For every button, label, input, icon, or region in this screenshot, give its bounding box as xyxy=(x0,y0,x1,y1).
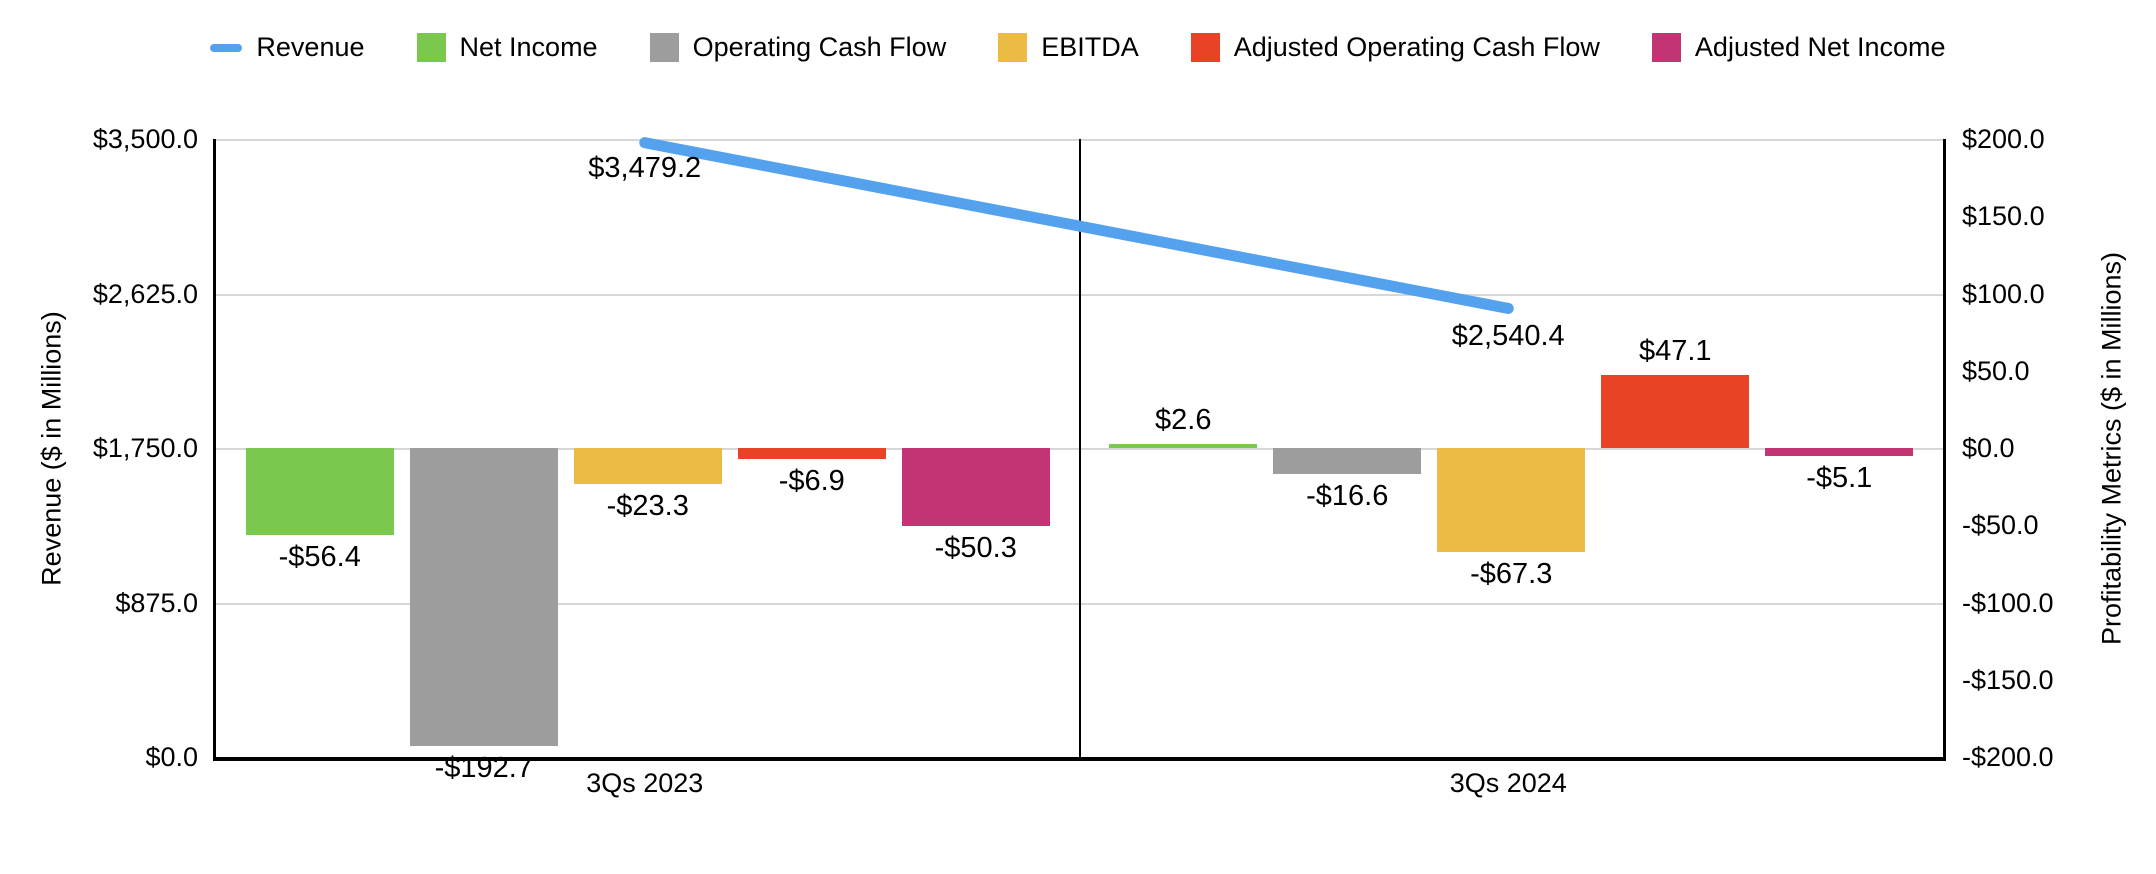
legend-item-revenue[interactable]: Revenue xyxy=(210,32,365,63)
legend-swatch-icon xyxy=(1651,33,1681,62)
legend-label: Operating Cash Flow xyxy=(692,32,947,62)
legend-swatch-icon xyxy=(1190,33,1220,62)
bar-label-adjusted-net-income-3qs-2023: -$50.3 xyxy=(934,531,1017,564)
category-divider-line xyxy=(1078,139,1081,757)
right-tick-label: -$100.0 xyxy=(1962,587,2054,618)
right-tick-label: -$150.0 xyxy=(1962,664,2054,695)
bar-adjusted-net-income-3qs-2024[interactable] xyxy=(1765,448,1914,456)
plot-area: -$56.4 $2.6 -$192.7 -$16.6 -$23.3 -$67.3 -$6.9… xyxy=(213,139,1946,784)
bar-ebitda-3qs-2023[interactable] xyxy=(573,448,722,484)
legend-item-net-income[interactable]: Net Income xyxy=(416,32,598,63)
bar-adjusted-net-income-3qs-2023[interactable] xyxy=(901,448,1050,526)
right-axis-title: Profitability Metrics ($ in Millions) xyxy=(2096,251,2127,646)
legend-label: EBITDA xyxy=(1041,32,1139,62)
legend-item-adjusted-operating-cash-flow[interactable]: Adjusted Operating Cash Flow xyxy=(1190,32,1600,63)
bar-net-income-3qs-2024[interactable] xyxy=(1109,443,1258,448)
line-point-label-3qs-2024: $2,540.4 xyxy=(1451,320,1565,353)
right-tick-label: $200.0 xyxy=(1962,124,2045,154)
left-tick-label: $2,625.0 xyxy=(92,278,198,309)
legend-swatch-icon xyxy=(649,33,679,62)
bar-adjusted-operating-cash-flow-3qs-2024[interactable] xyxy=(1601,375,1750,448)
right-tick-label: $150.0 xyxy=(1962,201,2045,232)
bar-label-adjusted-operating-cash-flow-3qs-2023: -$6.9 xyxy=(778,464,845,497)
legend-line-icon xyxy=(210,43,243,52)
bar-label-net-income-3qs-2023: -$56.4 xyxy=(278,541,361,574)
legend-label: Net Income xyxy=(459,32,598,62)
bar-ebitda-3qs-2024[interactable] xyxy=(1437,448,1586,552)
right-tick-label: -$50.0 xyxy=(1962,510,2039,541)
right-tick-label: $100.0 xyxy=(1962,278,2045,309)
bar-operating-cash-flow-3qs-2024[interactable] xyxy=(1273,448,1422,474)
legend-label: Adjusted Net Income xyxy=(1694,32,1946,62)
left-tick-label: $875.0 xyxy=(115,587,198,618)
chart-legend: Revenue Net Income Operating Cash Flow EBIT… xyxy=(0,32,2156,63)
legend-item-ebitda[interactable]: EBITDA xyxy=(998,32,1139,63)
bar-label-ebitda-3qs-2024: -$67.3 xyxy=(1470,557,1553,590)
bar-label-adjusted-net-income-3qs-2024: -$5.1 xyxy=(1806,461,1873,494)
left-tick-label: $1,750.0 xyxy=(92,433,198,463)
bar-label-ebitda-3qs-2023: -$23.3 xyxy=(606,489,689,522)
legend-item-operating-cash-flow[interactable]: Operating Cash Flow xyxy=(649,32,947,63)
bar-adjusted-operating-cash-flow-3qs-2023[interactable] xyxy=(737,448,886,459)
bar-label-adjusted-operating-cash-flow-3qs-2024: $47.1 xyxy=(1638,335,1712,368)
bar-label-net-income-3qs-2024: $2.6 xyxy=(1155,403,1212,436)
right-tick-label: $0.0 xyxy=(1962,433,2015,463)
right-tick-label: -$200.0 xyxy=(1962,742,2054,772)
line-point-label-3qs-2023: $3,479.2 xyxy=(588,151,702,184)
bar-label-operating-cash-flow-3qs-2024: -$16.6 xyxy=(1306,479,1389,512)
legend-swatch-icon xyxy=(998,33,1028,62)
right-tick-label: $50.0 xyxy=(1962,355,2030,386)
legend-item-adjusted-net-income[interactable]: Adjusted Net Income xyxy=(1651,32,1946,63)
bar-net-income-3qs-2023[interactable] xyxy=(245,448,394,536)
x-axis-label-3qs-2024: 3Qs 2024 xyxy=(1449,768,1567,798)
bar-operating-cash-flow-3qs-2023[interactable] xyxy=(409,448,558,746)
legend-swatch-icon xyxy=(416,33,446,62)
left-tick-label: $3,500.0 xyxy=(92,124,198,154)
bar-label-operating-cash-flow-3qs-2023: -$192.7 xyxy=(434,751,533,784)
legend-label: Revenue xyxy=(256,32,365,62)
left-tick-label: $0.0 xyxy=(145,742,198,772)
x-axis-label-3qs-2023: 3Qs 2023 xyxy=(586,768,704,798)
legend-label: Adjusted Operating Cash Flow xyxy=(1233,32,1600,62)
